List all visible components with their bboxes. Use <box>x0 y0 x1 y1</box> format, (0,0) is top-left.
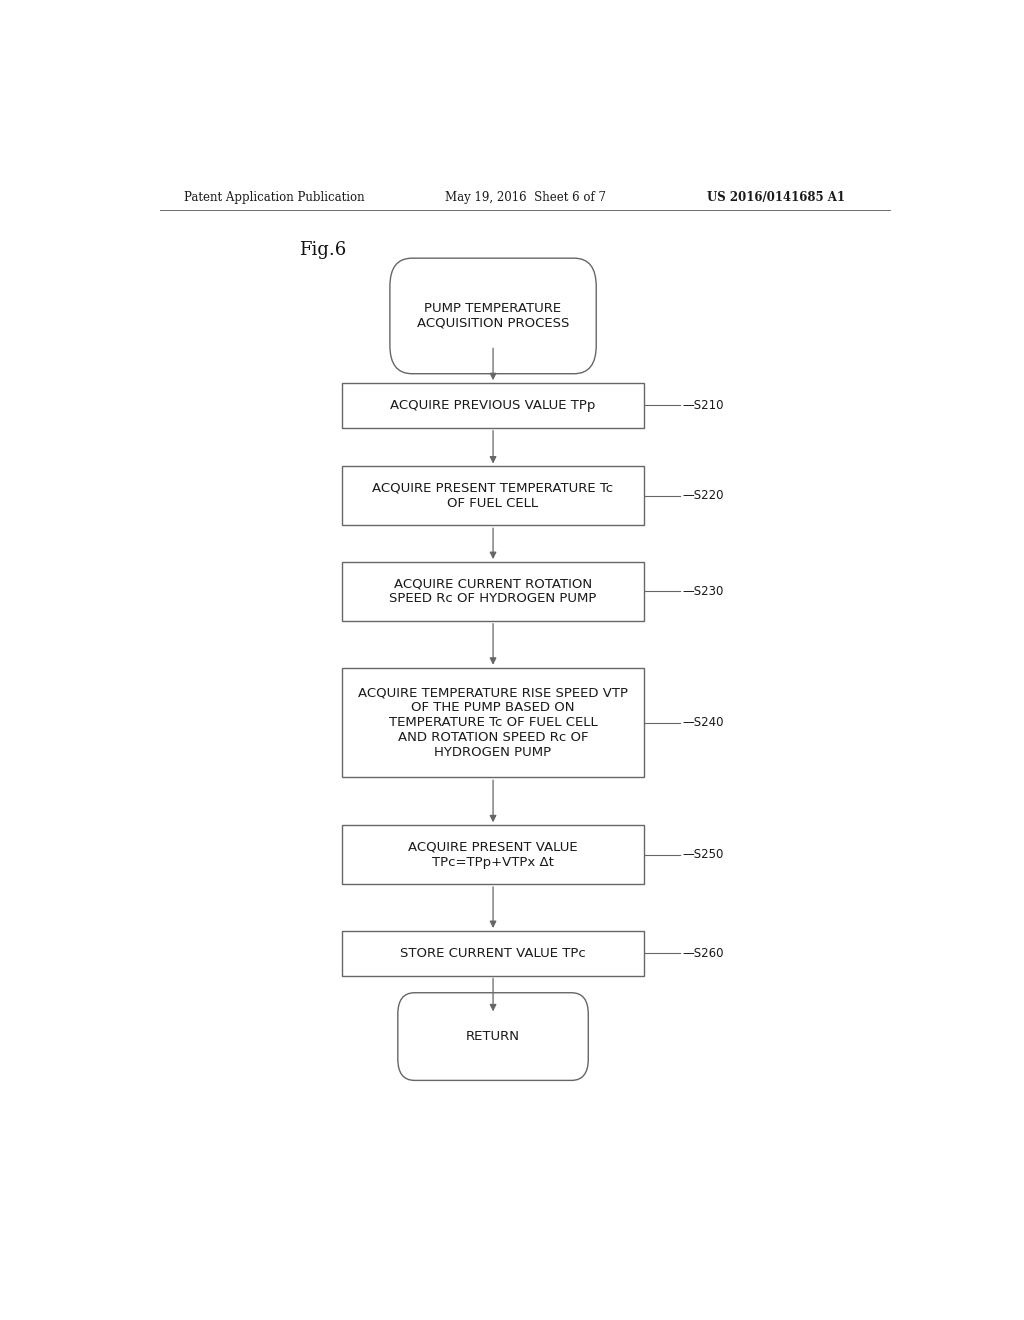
Text: —S210: —S210 <box>683 399 724 412</box>
Text: May 19, 2016  Sheet 6 of 7: May 19, 2016 Sheet 6 of 7 <box>445 190 606 203</box>
Text: ACQUIRE PREVIOUS VALUE TPp: ACQUIRE PREVIOUS VALUE TPp <box>390 399 596 412</box>
Text: ACQUIRE CURRENT ROTATION
SPEED Rc OF HYDROGEN PUMP: ACQUIRE CURRENT ROTATION SPEED Rc OF HYD… <box>389 577 597 606</box>
FancyBboxPatch shape <box>342 825 644 884</box>
Text: ACQUIRE PRESENT VALUE
TPc=TPp+VTPx Δt: ACQUIRE PRESENT VALUE TPc=TPp+VTPx Δt <box>409 841 578 869</box>
FancyBboxPatch shape <box>342 668 644 777</box>
Text: —S240: —S240 <box>683 715 724 729</box>
Text: ACQUIRE PRESENT TEMPERATURE Tc
OF FUEL CELL: ACQUIRE PRESENT TEMPERATURE Tc OF FUEL C… <box>373 482 613 510</box>
Text: ACQUIRE TEMPERATURE RISE SPEED VTP
OF THE PUMP BASED ON
TEMPERATURE Tc OF FUEL C: ACQUIRE TEMPERATURE RISE SPEED VTP OF TH… <box>358 686 628 759</box>
Text: —S230: —S230 <box>683 585 724 598</box>
Text: Patent Application Publication: Patent Application Publication <box>183 190 365 203</box>
Text: STORE CURRENT VALUE TPc: STORE CURRENT VALUE TPc <box>400 946 586 960</box>
Text: RETURN: RETURN <box>466 1030 520 1043</box>
FancyBboxPatch shape <box>342 383 644 428</box>
Text: —S220: —S220 <box>683 490 724 503</box>
Text: PUMP TEMPERATURE
ACQUISITION PROCESS: PUMP TEMPERATURE ACQUISITION PROCESS <box>417 302 569 330</box>
Text: Fig.6: Fig.6 <box>299 240 346 259</box>
Text: —S250: —S250 <box>683 849 724 861</box>
Text: —S260: —S260 <box>683 946 724 960</box>
FancyBboxPatch shape <box>390 259 596 374</box>
FancyBboxPatch shape <box>342 931 644 975</box>
FancyBboxPatch shape <box>397 993 588 1080</box>
Text: US 2016/0141685 A1: US 2016/0141685 A1 <box>708 190 846 203</box>
FancyBboxPatch shape <box>342 562 644 620</box>
FancyBboxPatch shape <box>342 466 644 525</box>
